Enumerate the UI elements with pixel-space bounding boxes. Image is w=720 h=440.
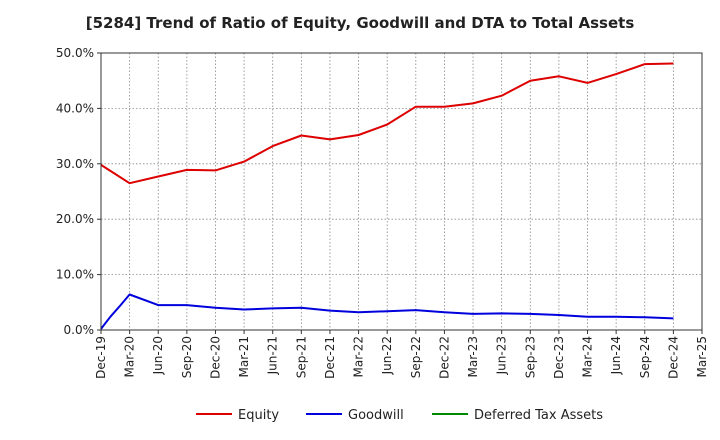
x-tick-label: Mar-20 xyxy=(123,336,137,377)
y-tick-label: 20.0% xyxy=(56,212,94,226)
y-tick-label: 0.0% xyxy=(64,323,95,337)
y-tick-label: 10.0% xyxy=(56,268,94,282)
y-tick-label: 40.0% xyxy=(56,101,94,115)
x-tick-label: Jun-22 xyxy=(380,336,394,375)
chart-title: [5284] Trend of Ratio of Equity, Goodwil… xyxy=(85,14,635,32)
x-tick-label: Sep-20 xyxy=(180,336,194,378)
x-tick-label: Dec-22 xyxy=(437,336,451,379)
grid xyxy=(100,52,703,331)
x-tick-label: Dec-21 xyxy=(323,336,337,379)
x-tick-label: Dec-19 xyxy=(94,336,108,379)
y-tick-label: 50.0% xyxy=(56,46,94,60)
axes: Dec-19 Mar-20 Jun-20 Sep-20 Dec-20 Mar-21 Jun-… xyxy=(56,46,709,379)
series-lines xyxy=(100,62,674,330)
equity-line xyxy=(100,62,674,185)
y-tick-label: 30.0% xyxy=(56,157,94,171)
x-tick-label: Mar-24 xyxy=(581,336,595,377)
x-tick-label: Sep-22 xyxy=(409,336,423,378)
legend-label-deferred-tax-assets: Deferred Tax Assets xyxy=(474,408,603,423)
x-tick-label: Sep-21 xyxy=(294,336,308,378)
goodwill-line xyxy=(100,293,674,330)
plot-area xyxy=(100,52,703,331)
x-tick-label: Mar-23 xyxy=(466,336,480,377)
legend-label-goodwill: Goodwill xyxy=(348,408,404,423)
x-tick-label: Jun-24 xyxy=(609,336,623,375)
legend-label-equity: Equity xyxy=(238,408,279,423)
x-tick-label: Jun-23 xyxy=(495,336,509,375)
legend: Equity Goodwill Deferred Tax Assets xyxy=(196,408,603,423)
x-tick-label: Dec-24 xyxy=(666,336,680,379)
x-tick-label: Sep-24 xyxy=(638,336,652,378)
x-tick-label: Jun-20 xyxy=(151,336,165,375)
x-tick-label: Sep-23 xyxy=(523,336,537,378)
x-tick-label: Mar-22 xyxy=(352,336,366,377)
x-tick-label: Dec-23 xyxy=(552,336,566,379)
x-tick-label: Jun-21 xyxy=(266,336,280,375)
x-tick-label: Mar-25 xyxy=(695,336,709,377)
x-tick-label: Mar-21 xyxy=(237,336,251,377)
x-tick-label: Dec-20 xyxy=(208,336,222,379)
